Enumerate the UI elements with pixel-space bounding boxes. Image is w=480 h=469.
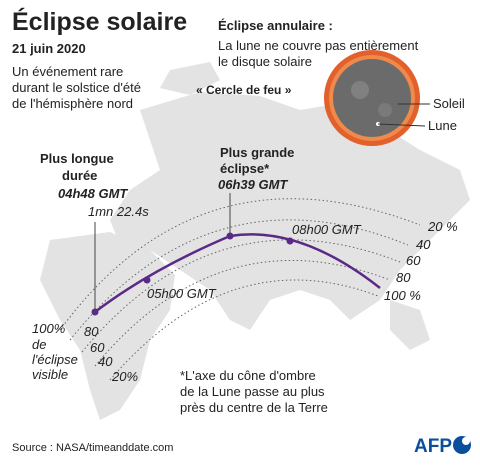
longest-label: Plus longue [40,151,114,166]
left-label: 80 [84,324,99,339]
left-label: 40 [98,354,113,369]
visibility-lines [59,198,421,381]
greatest-label: éclipse* [220,161,270,176]
right-label: 60 [406,253,421,268]
footnote: près du centre de la Terre [180,400,328,415]
longest-time: 04h48 GMT [58,186,128,201]
left-label: l'éclipse [32,352,78,367]
left-label: visible [32,367,68,382]
eclipse-inset [324,50,430,146]
subtitle: de l'hémisphère nord [12,96,133,111]
right-label: 40 [416,237,431,252]
left-label: 100% [32,321,65,336]
right-label: 20 % [427,219,458,234]
right-label: 100 % [384,288,421,303]
left-label: 60 [90,340,105,355]
longest-duration: 1mn 22.4s [88,204,149,219]
inset-title: Éclipse annulaire : [218,18,333,33]
greatest-time: 06h39 GMT [218,177,288,192]
inset-text: le disque solaire [218,54,312,69]
footnote: *L'axe du cône d'ombre [180,368,316,383]
date: 21 juin 2020 [12,41,86,56]
sun-label: Soleil [433,96,465,111]
source: Source : NASA/timeanddate.com [12,442,173,454]
time-label: 08h00 GMT [292,222,362,237]
time-label: 05h00 GMT [147,286,217,301]
ring-label: « Cercle de feu » [196,83,292,97]
moon-label: Lune [428,118,457,133]
subtitle: durant le solstice d'été [12,80,141,95]
longest-label: durée [62,168,97,183]
greatest-label: Plus grande [220,145,294,160]
logo: AFP [414,436,452,457]
footnote: de la Lune passe au plus [180,384,325,399]
map [40,62,470,420]
right-label: 80 [396,270,411,285]
subtitle: Un événement rare [12,64,123,79]
logo-mark [462,437,470,445]
title: Éclipse solaire [12,7,187,36]
inset-text: La lune ne couvre pas entièrement [218,38,419,53]
left-label: de [32,337,46,352]
left-label: 20% [111,369,138,384]
